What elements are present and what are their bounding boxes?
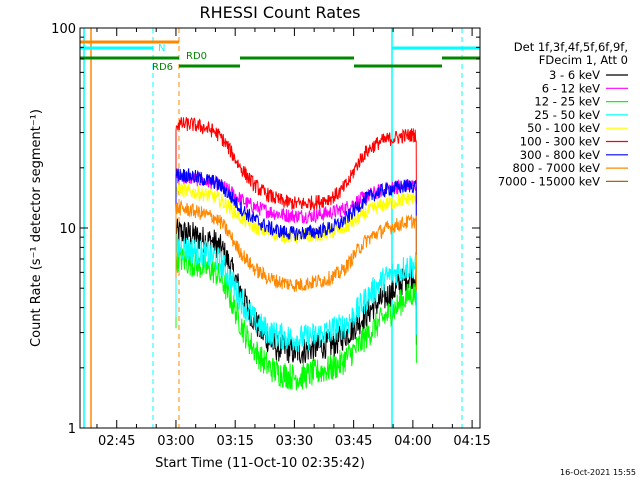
x-tick-label: 03:45 <box>335 434 372 449</box>
legend-label: 300 - 800 keV <box>520 148 600 162</box>
annotation-rd0: RD0 <box>186 51 207 62</box>
x-tick-label: 03:00 <box>157 434 194 449</box>
legend-label: 7000 - 15000 keV <box>498 174 600 188</box>
annotation-n: N <box>158 43 165 54</box>
series-line-25-50keV <box>175 233 417 353</box>
legend-header-line-1: Det 1f,3f,4f,5f,6f,9f, <box>514 40 628 54</box>
series-line-800-7000keV <box>175 199 417 292</box>
legend-header-line-2: FDecim 1, Att 0 <box>539 53 628 67</box>
x-tick-label: 03:15 <box>216 434 253 449</box>
legend-label: 25 - 50 keV <box>534 108 600 122</box>
x-tick-label: 02:45 <box>98 434 135 449</box>
legend-label: 800 - 7000 keV <box>512 161 600 175</box>
footer-timestamp: 16-Oct-2021 15:55 <box>560 468 636 477</box>
legend-label: 12 - 25 keV <box>534 95 600 109</box>
x-tick-label: 04:15 <box>453 434 490 449</box>
annotation-rd6: RD6 <box>152 62 173 73</box>
series-line-300-800keV <box>175 168 417 255</box>
legend-label: 3 - 6 keV <box>549 68 600 82</box>
x-axis-label: Start Time (11-Oct-10 02:35:42) <box>155 456 365 471</box>
x-tick-label: 03:30 <box>276 434 313 449</box>
y-tick-label: 100 <box>51 22 76 37</box>
axis-layer: 02:45 03:00 03:15 03:30 03:45 04:00 04:15 1 10 10… <box>51 22 491 449</box>
chart-title: RHESSI Count Rates <box>200 3 361 22</box>
series-layer <box>175 117 417 391</box>
legend-label: 100 - 300 keV <box>520 135 600 149</box>
y-tick-label: 1 <box>68 422 76 437</box>
y-axis-label: Count Rate (s⁻¹ detector segment⁻¹) <box>29 109 44 347</box>
legend-label: 6 - 12 keV <box>542 81 600 95</box>
y-tick-label: 10 <box>59 222 76 237</box>
legend: Det 1f,3f,4f,5f,6f,9f, FDecim 1, Att 0 3… <box>498 40 628 188</box>
legend-label: 50 - 100 keV <box>527 121 600 135</box>
series-line-12-25keV <box>175 246 417 391</box>
x-tick-label: 04:00 <box>394 434 431 449</box>
series-line-100-300keV <box>175 117 417 211</box>
